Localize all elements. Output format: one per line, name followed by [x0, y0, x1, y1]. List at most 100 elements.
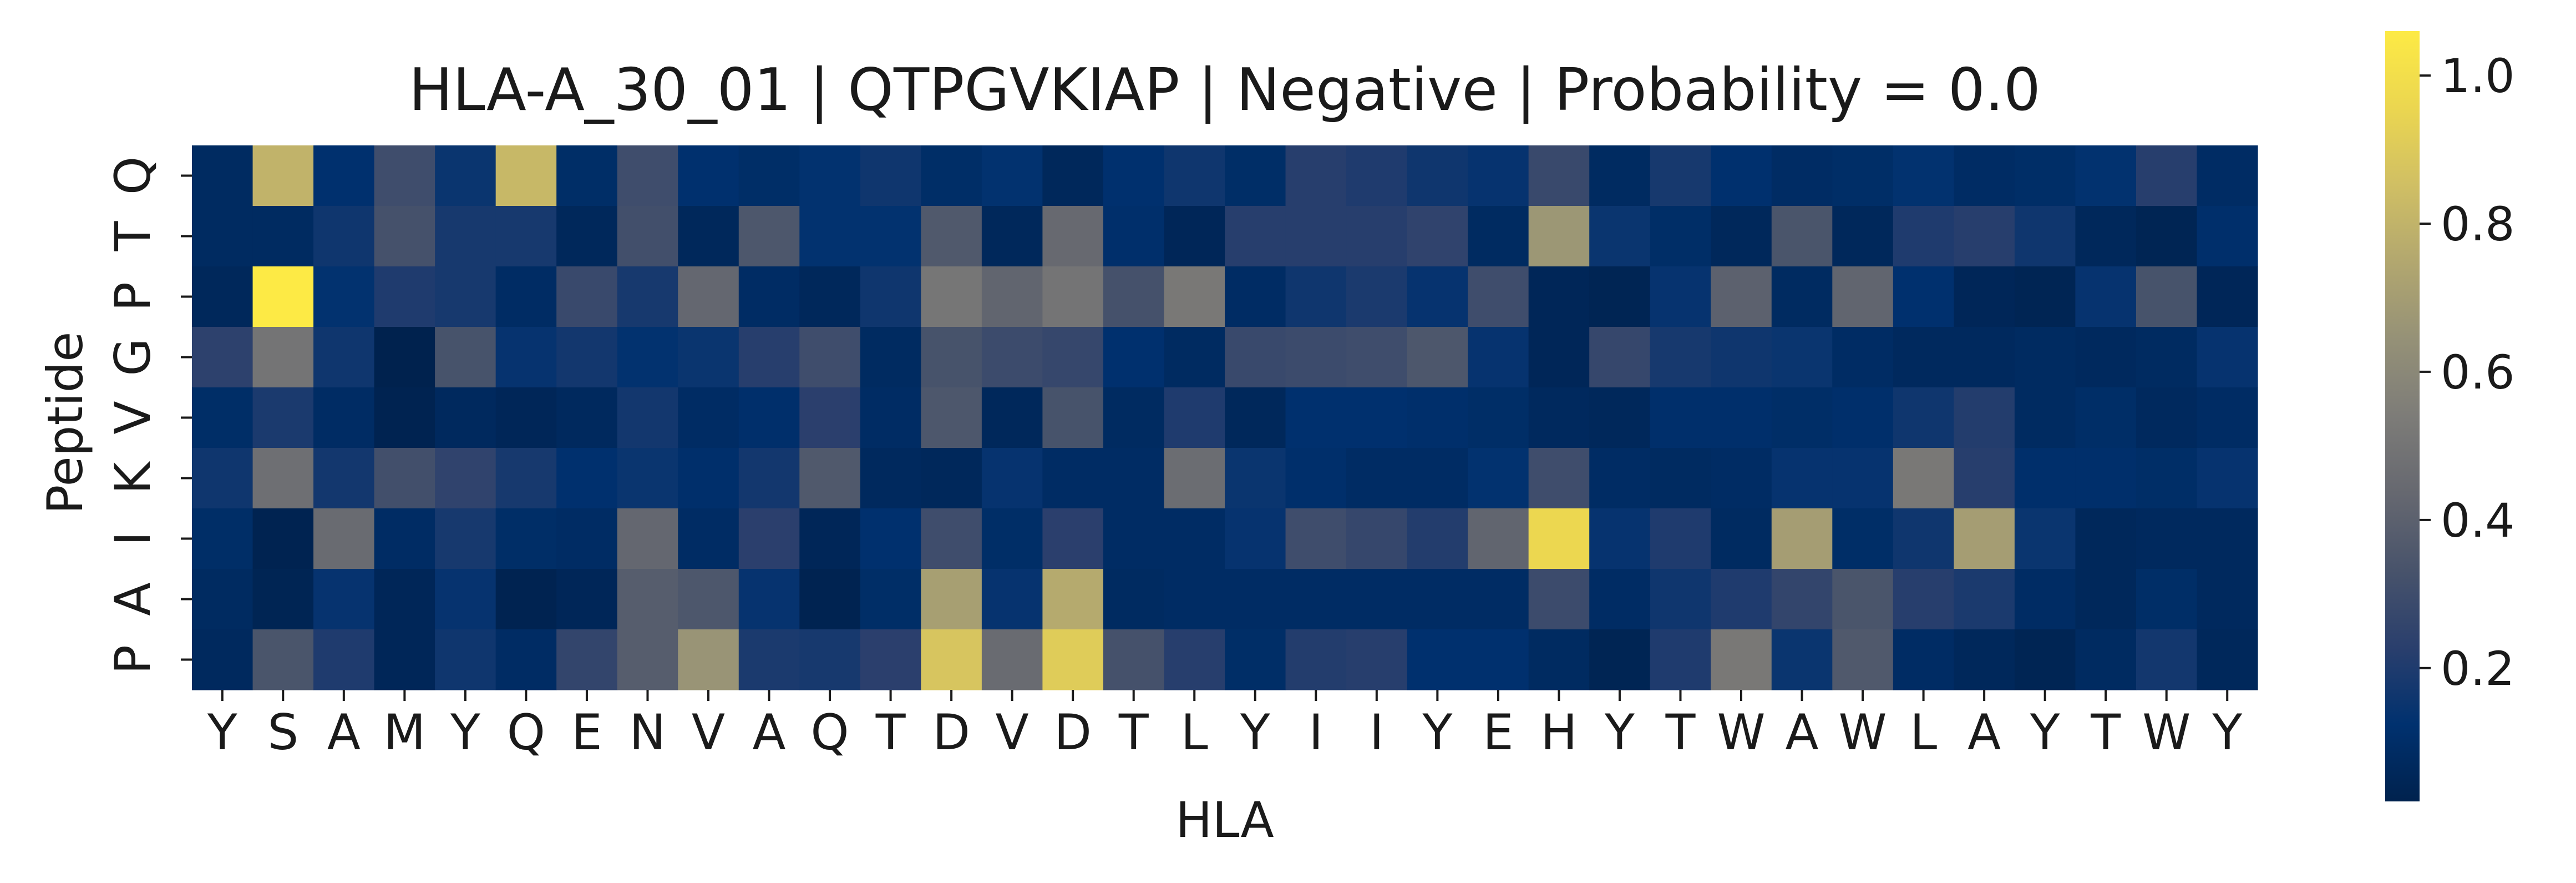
heatmap-cell-7-6 — [556, 569, 618, 630]
x-tick-label-17: Y — [1240, 704, 1270, 761]
colorbar-tick-label-2: 0.6 — [2441, 345, 2515, 400]
heatmap-cell-7-24 — [1650, 569, 1711, 630]
x-tick-label-29: A — [1968, 704, 2001, 761]
x-tick-label-24: T — [1665, 704, 1696, 761]
heatmap-cell-6-31 — [2075, 508, 2137, 569]
x-tick-label-10: Q — [810, 704, 849, 761]
heatmap-cell-6-20 — [1407, 508, 1468, 569]
heatmap-cell-7-22 — [1528, 569, 1590, 630]
heatmap-cell-3-25 — [1711, 327, 1772, 388]
heatmap-cell-6-4 — [435, 508, 496, 569]
heatmap-cell-2-2 — [313, 266, 375, 327]
heatmap-cell-3-1 — [252, 327, 314, 388]
heatmap-cell-4-5 — [495, 387, 557, 448]
heatmap-cell-5-33 — [2197, 448, 2258, 509]
heatmap-cell-6-33 — [2197, 508, 2258, 569]
heatmap-cell-6-6 — [556, 508, 618, 569]
heatmap-cell-1-23 — [1589, 206, 1651, 267]
heatmap-cell-3-31 — [2075, 327, 2137, 388]
heatmap-cell-6-3 — [374, 508, 435, 569]
heatmap-cell-3-16 — [1164, 327, 1225, 388]
heatmap-cell-1-33 — [2197, 206, 2258, 267]
heatmap-cell-1-18 — [1285, 206, 1347, 267]
heatmap-cell-4-11 — [860, 387, 921, 448]
heatmap-cell-4-3 — [374, 387, 435, 448]
heatmap-cell-4-22 — [1528, 387, 1590, 448]
x-tick-label-19: I — [1370, 704, 1384, 761]
heatmap-cell-1-31 — [2075, 206, 2137, 267]
x-tick-label-13: V — [996, 704, 1029, 761]
heatmap-cell-3-17 — [1225, 327, 1286, 388]
heatmap-cell-1-28 — [1893, 206, 1954, 267]
heatmap-cell-4-30 — [2014, 387, 2076, 448]
heatmap-cell-4-1 — [252, 387, 314, 448]
heatmap-cell-2-25 — [1711, 266, 1772, 327]
heatmap-cell-0-6 — [556, 145, 618, 206]
heatmap-cell-0-27 — [1832, 145, 1894, 206]
colorbar-ticks: 0.2 0.4 0.6 0.8 1.0 — [2420, 49, 2515, 696]
heatmap-cell-2-10 — [799, 266, 861, 327]
x-tick-label-8: V — [692, 704, 725, 761]
heatmap-cell-1-4 — [435, 206, 496, 267]
heatmap-cell-3-21 — [1468, 327, 1529, 388]
y-tick-label-1: T — [104, 220, 161, 251]
heatmap-cell-7-18 — [1285, 569, 1347, 630]
heatmap-cell-2-18 — [1285, 266, 1347, 327]
heatmap-cell-6-12 — [921, 508, 982, 569]
heatmap-cell-4-13 — [981, 387, 1043, 448]
heatmap-cell-1-13 — [981, 206, 1043, 267]
heatmap-cell-2-9 — [738, 266, 800, 327]
heatmap-cell-6-19 — [1346, 508, 1408, 569]
heatmap-cell-2-27 — [1832, 266, 1894, 327]
heatmap-cell-0-19 — [1346, 145, 1408, 206]
heatmap-cell-7-29 — [1954, 569, 2015, 630]
heatmap-cell-6-1 — [252, 508, 314, 569]
heatmap-cell-8-0 — [192, 629, 253, 690]
heatmap-cell-5-1 — [252, 448, 314, 509]
y-tick-label-7: A — [104, 582, 161, 615]
heatmap-cell-7-0 — [192, 569, 253, 630]
heatmap-cell-4-12 — [921, 387, 982, 448]
heatmap-cell-6-18 — [1285, 508, 1347, 569]
heatmap-cell-2-11 — [860, 266, 921, 327]
heatmap-cell-0-15 — [1103, 145, 1165, 206]
heatmap-cell-2-14 — [1042, 266, 1104, 327]
y-axis-ticks: QTPGVKIAP — [104, 157, 192, 674]
heatmap-cell-6-11 — [860, 508, 921, 569]
heatmap-cell-7-21 — [1468, 569, 1529, 630]
heatmap-cell-8-3 — [374, 629, 435, 690]
x-tick-label-5: Q — [507, 704, 545, 761]
heatmap-cell-4-21 — [1468, 387, 1529, 448]
x-tick-label-12: D — [932, 704, 970, 761]
heatmap-cell-7-11 — [860, 569, 921, 630]
heatmap-cell-8-14 — [1042, 629, 1104, 690]
heatmap-cell-2-30 — [2014, 266, 2076, 327]
heatmap-cell-6-24 — [1650, 508, 1711, 569]
heatmap-cell-5-20 — [1407, 448, 1468, 509]
heatmap-cells — [192, 145, 2258, 690]
heatmap-cell-4-32 — [2136, 387, 2198, 448]
heatmap-cell-8-15 — [1103, 629, 1165, 690]
x-tick-label-1: S — [267, 704, 298, 761]
heatmap-cell-1-20 — [1407, 206, 1468, 267]
y-tick-label-0: Q — [104, 157, 161, 195]
heatmap-cell-0-31 — [2075, 145, 2137, 206]
heatmap-cell-8-13 — [981, 629, 1043, 690]
colorbar-tick-label-0: 0.2 — [2441, 642, 2515, 696]
heatmap-cell-6-29 — [1954, 508, 2015, 569]
heatmap-cell-7-19 — [1346, 569, 1408, 630]
x-tick-label-28: L — [1910, 704, 1937, 761]
heatmap-cell-5-4 — [435, 448, 496, 509]
x-tick-label-9: A — [752, 704, 785, 761]
heatmap-cell-1-25 — [1711, 206, 1772, 267]
heatmap-cell-4-18 — [1285, 387, 1347, 448]
heatmap-cell-3-23 — [1589, 327, 1651, 388]
heatmap-cell-2-21 — [1468, 266, 1529, 327]
y-tick-label-2: P — [104, 282, 161, 311]
heatmap-cell-2-7 — [617, 266, 678, 327]
heatmap-cell-6-22 — [1528, 508, 1590, 569]
heatmap-cell-2-22 — [1528, 266, 1590, 327]
y-tick-label-5: K — [104, 461, 161, 494]
heatmap-cell-7-23 — [1589, 569, 1651, 630]
heatmap-cell-3-3 — [374, 327, 435, 388]
